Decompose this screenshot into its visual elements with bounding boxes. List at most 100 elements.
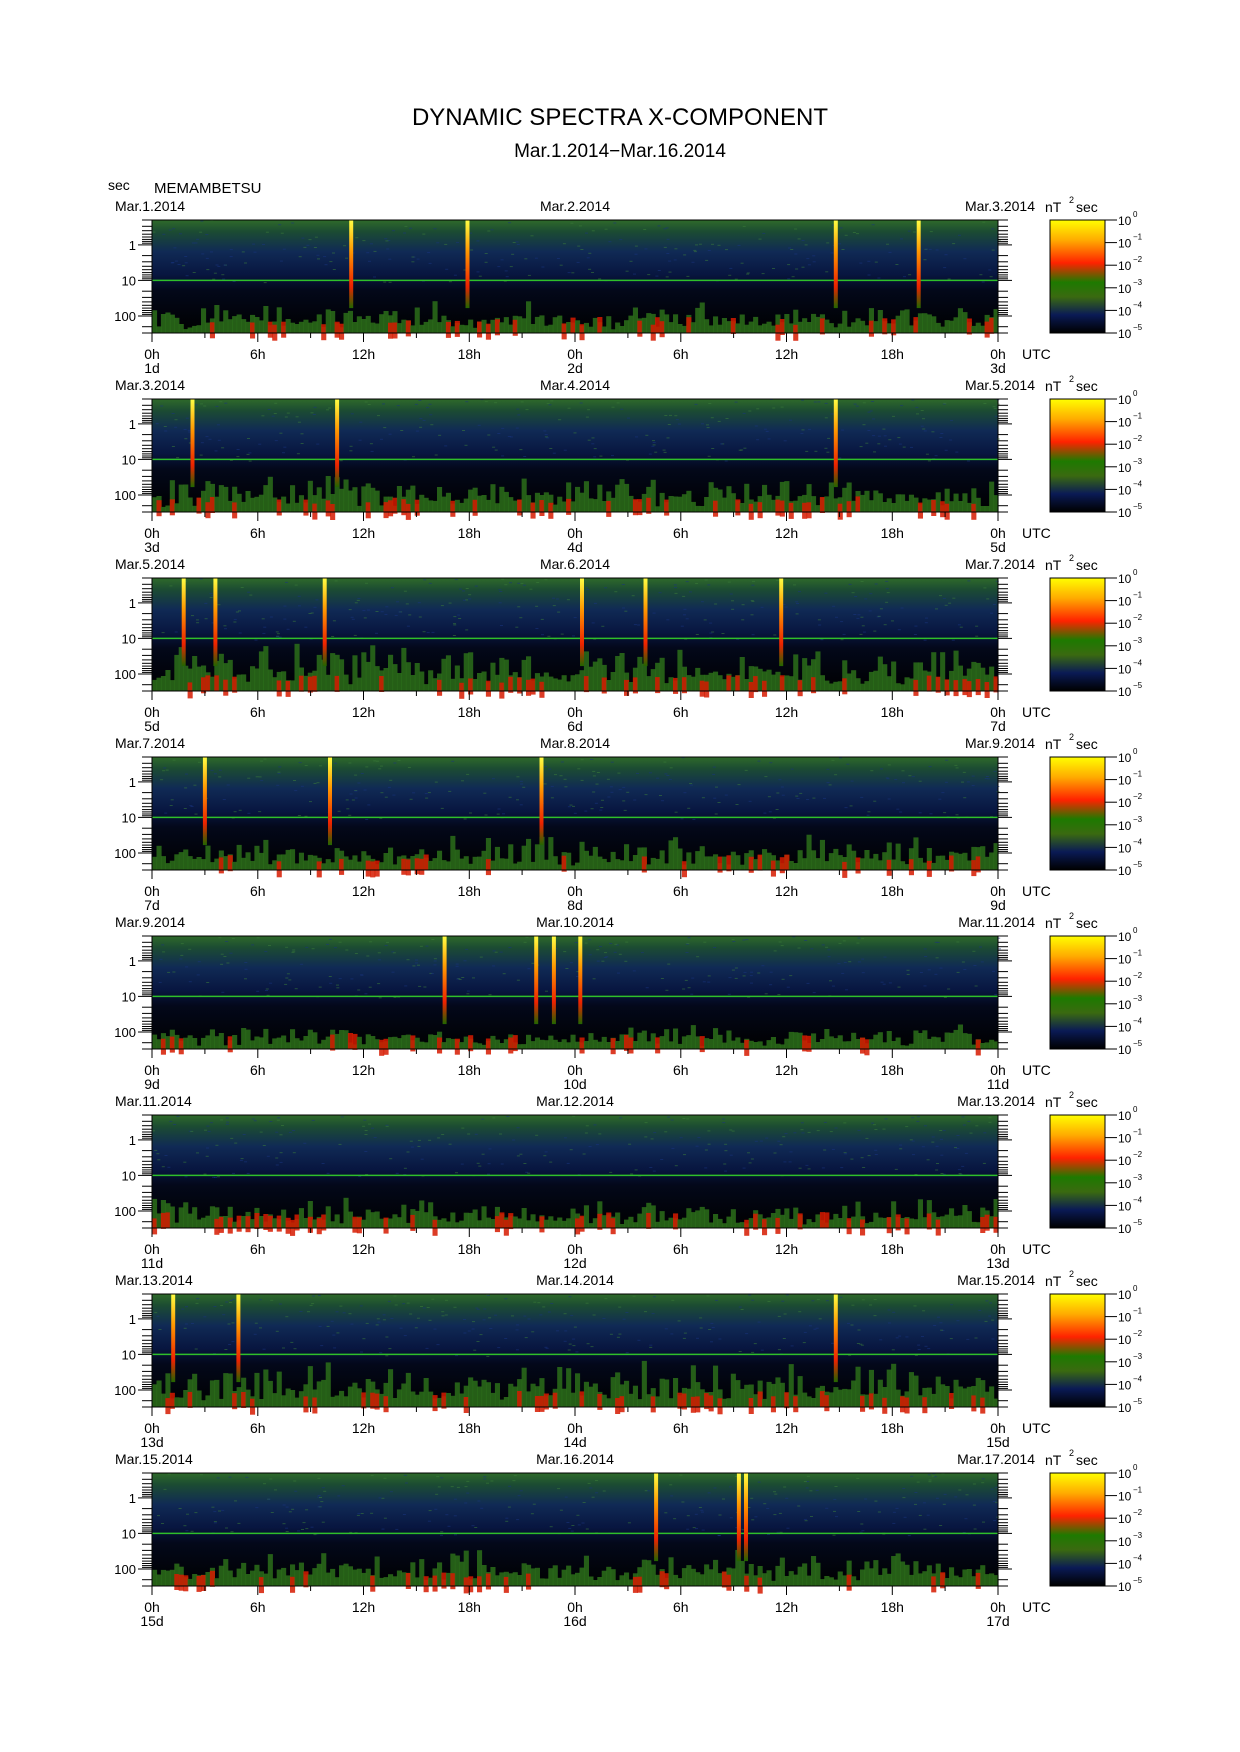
activity-stroke [953, 650, 959, 691]
activity-stroke [842, 1575, 848, 1586]
spectral-noise [294, 790, 298, 792]
activity-stroke [606, 1042, 612, 1049]
spectral-noise [408, 614, 412, 616]
activity-stroke [223, 310, 229, 333]
activity-peak [686, 317, 692, 334]
spectral-noise [504, 584, 508, 586]
activity-stroke [695, 1572, 701, 1586]
colorbar-unit: nT [1045, 1273, 1062, 1289]
y-tick-label: 100 [114, 1562, 136, 1577]
spectral-noise [301, 237, 305, 239]
activity-stroke [583, 651, 589, 691]
spectral-noise [731, 939, 735, 941]
activity-peak [441, 1392, 447, 1409]
activity-stroke [806, 665, 812, 691]
spectral-noise [652, 442, 656, 443]
activity-stroke [851, 322, 857, 333]
spectral-noise [428, 1139, 432, 1141]
x-tick-label: 0h [567, 1420, 583, 1436]
spectral-noise [862, 1167, 866, 1168]
spectral-noise [703, 619, 707, 621]
spectral-noise [500, 259, 504, 261]
spectral-noise [483, 792, 487, 794]
spectral-noise [380, 765, 383, 767]
activity-stroke [361, 652, 367, 691]
activity-stroke [281, 1035, 287, 1049]
spectral-noise [364, 401, 368, 403]
spectral-noise [463, 269, 467, 271]
activity-peak [517, 499, 523, 516]
activity-stroke [833, 1387, 839, 1407]
activity-stroke [343, 1197, 349, 1228]
spectral-noise [935, 1497, 939, 1499]
spectral-noise [247, 777, 251, 779]
spectral-noise [924, 622, 928, 624]
spectral-noise [665, 227, 669, 229]
spectral-noise [297, 815, 301, 816]
spectral-noise [282, 248, 286, 250]
spectral-noise [682, 1118, 686, 1119]
spectral-noise [942, 1503, 946, 1505]
spectral-noise [326, 409, 329, 411]
spectral-noise [766, 1508, 770, 1509]
activity-stroke [472, 1578, 478, 1586]
activity-stroke [726, 1030, 732, 1049]
spectral-noise [433, 228, 437, 230]
spectral-noise [376, 760, 379, 762]
spectral-noise [923, 948, 927, 950]
activity-stroke [267, 864, 273, 870]
activity-stroke [770, 325, 776, 333]
spectral-noise [258, 776, 262, 778]
activity-peak [530, 678, 536, 695]
spectral-noise [369, 941, 373, 943]
spectral-noise [773, 950, 777, 952]
activity-stroke [250, 1040, 256, 1049]
activity-stroke [673, 1378, 679, 1407]
activity-stroke [922, 1571, 928, 1586]
activity-stroke [944, 859, 950, 870]
activity-stroke [971, 1576, 977, 1586]
spectral-noise [464, 1502, 468, 1504]
spectral-noise [404, 985, 408, 987]
spectral-noise [812, 992, 816, 994]
activity-stroke [713, 854, 719, 870]
activity-peak [539, 1216, 545, 1233]
activity-stroke [445, 1572, 451, 1586]
spectral-noise [831, 1148, 835, 1150]
spectral-noise [780, 406, 784, 408]
activity-stroke [557, 864, 563, 870]
activity-peak [637, 1576, 643, 1593]
spectral-noise [497, 808, 501, 810]
spectral-noise [378, 959, 382, 961]
colorbar-tick-base: 10 [1118, 1333, 1132, 1347]
spectral-noise [735, 804, 739, 805]
spectral-noise [300, 963, 304, 965]
spectral-noise [213, 1306, 217, 1307]
spectral-noise [959, 626, 963, 628]
spectral-noise [620, 408, 624, 410]
spectral-noise [530, 235, 534, 237]
spectral-noise [487, 434, 491, 436]
spectral-noise [576, 971, 580, 973]
activity-peak [966, 318, 972, 335]
spectral-noise [395, 1528, 399, 1530]
activity-stroke [178, 852, 184, 870]
activity-stroke [900, 861, 906, 870]
activity-stroke [414, 1394, 420, 1407]
activity-peak [637, 499, 643, 516]
colorbar-tick-base: 10 [1118, 1401, 1132, 1415]
activity-stroke [521, 1563, 527, 1586]
spectral-noise [540, 618, 544, 620]
spectral-noise [895, 1507, 899, 1509]
activity-peak [423, 1576, 429, 1593]
activity-stroke [828, 1219, 834, 1228]
activity-stroke [597, 484, 603, 512]
spectral-noise [379, 817, 383, 819]
activity-stroke [241, 1216, 247, 1228]
spectral-noise [997, 937, 1001, 939]
activity-stroke [205, 1572, 211, 1586]
spectral-noise [944, 254, 948, 256]
spectral-noise [354, 602, 358, 604]
activity-stroke [321, 659, 327, 691]
activity-peak [432, 1575, 438, 1592]
